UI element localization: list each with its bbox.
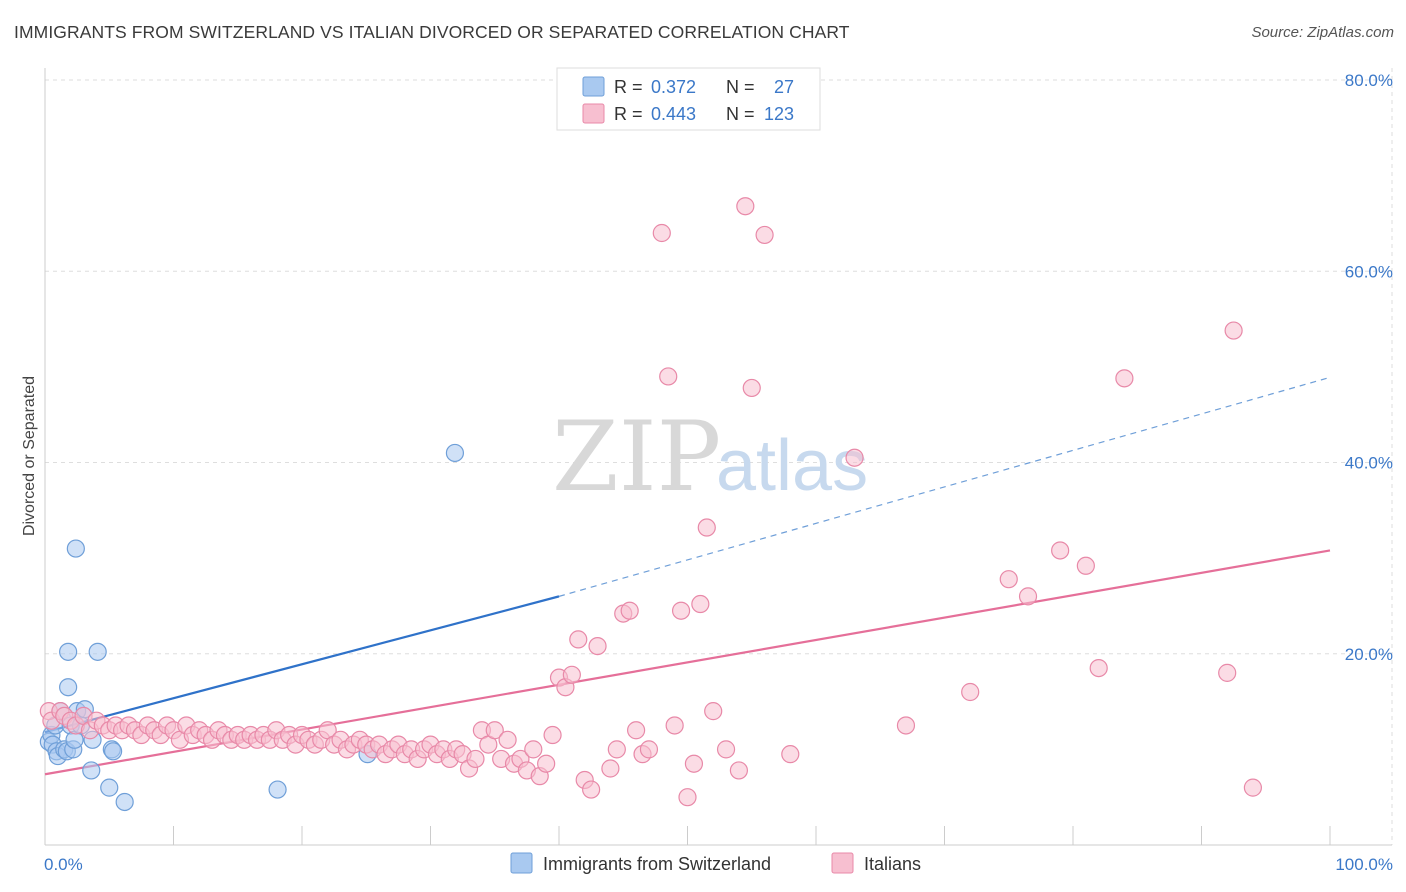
watermark-zip: ZIP xyxy=(552,401,721,513)
x-tick-label-max: 100.0% xyxy=(1335,855,1393,874)
point-italians-99 xyxy=(684,754,704,773)
point-italians-79 xyxy=(543,725,562,745)
watermark-atlas: atlas xyxy=(716,426,868,506)
point-italians-104 xyxy=(729,761,749,780)
point-switzerland-14 xyxy=(66,539,85,558)
point-italians-120 xyxy=(1243,778,1263,797)
x-tick-label-min: 0.0% xyxy=(44,855,83,874)
point-italians-106 xyxy=(742,378,761,398)
point-italians-108 xyxy=(781,745,800,764)
point-italians-97 xyxy=(671,601,691,620)
legend-r-label-switzerland: R = xyxy=(614,77,643,97)
y-tick-label-0: 20.0% xyxy=(1345,645,1393,664)
y-tick-label-1: 40.0% xyxy=(1345,454,1393,473)
point-italians-100 xyxy=(691,594,710,614)
point-switzerland-21 xyxy=(100,778,119,797)
chart-title: IMMIGRANTS FROM SWITZERLAND VS ITALIAN D… xyxy=(14,22,850,42)
legend-swatch-italians xyxy=(582,103,605,124)
bottom-legend-swatch-switzerland xyxy=(510,852,533,874)
point-italians-72 xyxy=(498,730,517,749)
point-italians-91 xyxy=(626,721,646,740)
watermark: ZIP atlas xyxy=(552,401,868,513)
point-italians-94 xyxy=(652,223,671,243)
point-switzerland-20 xyxy=(88,642,107,661)
point-italians-82 xyxy=(562,665,581,684)
bottom-legend-swatch-italians xyxy=(831,852,854,874)
point-italians-111 xyxy=(961,682,980,702)
point-italians-103 xyxy=(716,740,736,759)
legend-r-value-switzerland: 0.372 xyxy=(651,77,696,97)
legend: R = 0.372 N = 27 R = 0.443 N = 123 xyxy=(556,67,821,131)
point-switzerland-25 xyxy=(268,780,287,799)
point-italians-93 xyxy=(639,740,659,759)
point-italians-88 xyxy=(607,740,626,759)
bottom-legend-label-switzerland: Immigrants from Switzerland xyxy=(543,854,771,874)
point-italians-78 xyxy=(537,754,556,773)
legend-n-value-italians: 123 xyxy=(764,104,794,124)
point-italians-112 xyxy=(999,570,1018,589)
data-points xyxy=(39,197,1263,812)
point-switzerland-23 xyxy=(104,742,123,761)
point-italians-107 xyxy=(755,225,774,245)
y-axis-title: Divorced or Separated xyxy=(21,376,38,536)
point-italians-113 xyxy=(1018,587,1038,606)
point-italians-96 xyxy=(665,716,684,735)
point-switzerland-18 xyxy=(82,761,101,780)
point-switzerland-27 xyxy=(445,443,465,463)
y-tick-label-2: 60.0% xyxy=(1345,262,1393,281)
point-italians-90 xyxy=(620,601,639,620)
bottom-legend-label-italians: Italians xyxy=(864,854,921,874)
point-italians-98 xyxy=(678,788,697,807)
legend-n-value-switzerland: 27 xyxy=(774,77,794,97)
point-italians-114 xyxy=(1051,541,1070,560)
trend-line-switzerland xyxy=(44,595,560,734)
point-switzerland-9 xyxy=(59,642,78,661)
point-italians-83 xyxy=(569,630,588,649)
legend-r-value-italians: 0.443 xyxy=(651,104,696,124)
legend-n-label-italians: N = xyxy=(726,104,755,124)
legend-swatch-switzerland xyxy=(582,76,605,97)
point-italians-109 xyxy=(845,448,864,467)
point-italians-116 xyxy=(1089,658,1108,678)
point-italians-118 xyxy=(1218,663,1237,682)
point-italians-105 xyxy=(736,197,755,216)
point-italians-119 xyxy=(1224,321,1243,340)
point-italians-95 xyxy=(659,367,678,386)
point-italians-85 xyxy=(582,780,601,799)
point-italians-110 xyxy=(896,716,916,735)
point-italians-70 xyxy=(485,721,504,740)
tick-labels: 20.0% 40.0% 60.0% 80.0% 0.0% 100.0% xyxy=(44,71,1393,874)
point-italians-102 xyxy=(704,702,723,721)
point-switzerland-24 xyxy=(115,792,134,812)
source-credit: Source: ZipAtlas.com xyxy=(1251,24,1394,41)
point-italians-76 xyxy=(524,740,543,759)
point-italians-101 xyxy=(697,518,716,537)
grid-lines xyxy=(45,68,1393,845)
point-italians-115 xyxy=(1076,556,1095,575)
point-italians-117 xyxy=(1115,369,1134,388)
legend-n-label-switzerland: N = xyxy=(726,77,755,97)
y-tick-label-3: 80.0% xyxy=(1345,71,1393,90)
bottom-legend: Immigrants from Switzerland Italians xyxy=(510,852,921,874)
legend-r-label-italians: R = xyxy=(614,104,643,124)
point-italians-87 xyxy=(601,759,620,778)
point-italians-67 xyxy=(466,749,485,769)
trend-line-switzerland-extension xyxy=(558,376,1331,597)
y-axis-label: Divorced or Separated xyxy=(21,376,38,536)
point-italians-86 xyxy=(588,636,607,656)
point-switzerland-10 xyxy=(59,678,78,697)
